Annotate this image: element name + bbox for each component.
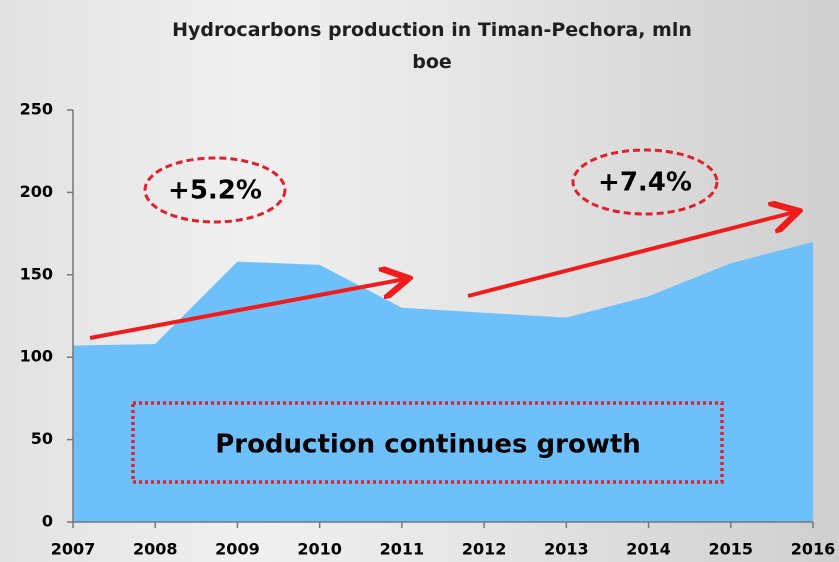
annotation: Production continues growth: [215, 430, 641, 460]
x-tick-label: 2015: [709, 540, 754, 559]
y-tick-label: 100: [20, 347, 53, 366]
y-tick-label: 0: [42, 512, 53, 531]
plot: +5.2% +7.4% Production continues growth …: [0, 0, 839, 562]
x-tick-label: 2008: [133, 540, 178, 559]
x-tick-label: 2010: [297, 540, 342, 559]
x-tick-label: 2009: [215, 540, 260, 559]
x-tick-label: 2016: [791, 540, 836, 559]
chart: +5.2% +7.4% Production continues growth …: [0, 0, 839, 562]
x-tick-label: 2012: [462, 540, 507, 559]
x-tick-label: 2013: [544, 540, 589, 559]
y-tick-label: 250: [20, 100, 53, 119]
y-tick-label: 50: [31, 429, 53, 448]
area: [73, 242, 813, 522]
x-tick-label: 2014: [626, 540, 671, 559]
y-tick-label: 200: [20, 182, 53, 201]
chart-title: Hydrocarbons production in Timan-Pechora…: [162, 14, 702, 78]
annotation: +5.2%: [168, 176, 262, 206]
x-tick-label: 2007: [51, 540, 96, 559]
x-tick-label: 2011: [380, 540, 425, 559]
y-tick-label: 150: [20, 264, 53, 283]
annotation: +7.4%: [598, 168, 692, 198]
